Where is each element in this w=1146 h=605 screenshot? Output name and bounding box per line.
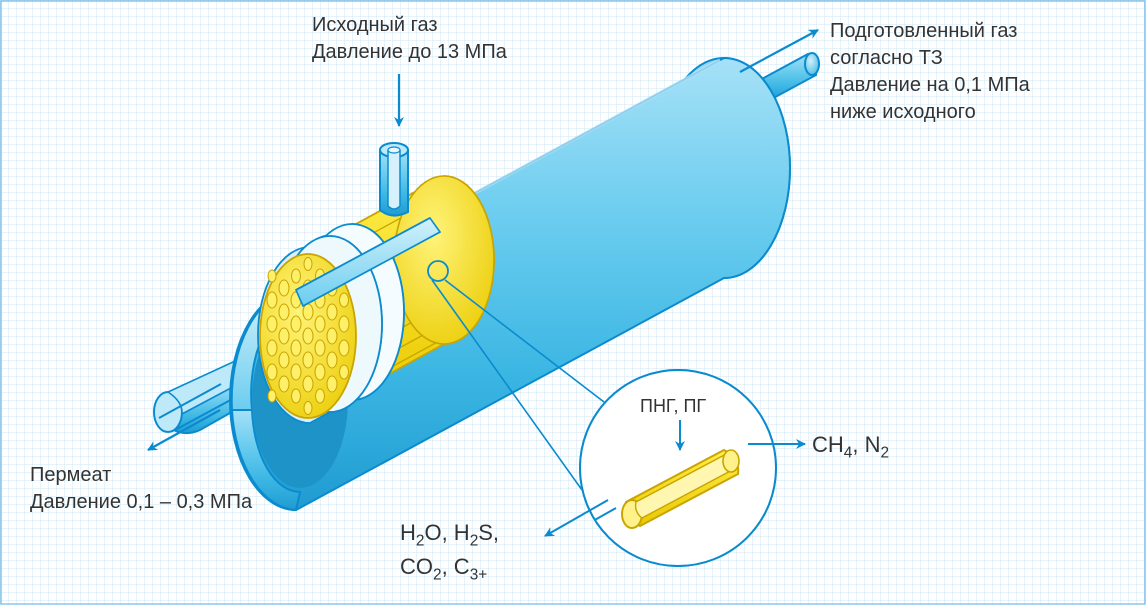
label-detail-right: CH4, N2 <box>812 430 889 464</box>
label-permeate-l1: Пермеат <box>30 464 111 486</box>
label-feed: Исходный газ Давление до 13 МПа <box>312 12 507 66</box>
label-detail-in-text: ПНГ, ПГ <box>640 396 706 416</box>
label-permeate-l2: Давление 0,1 – 0,3 МПа <box>30 491 252 513</box>
label-detail-in: ПНГ, ПГ <box>640 394 706 418</box>
label-product: Подготовленный газ согласно ТЗ Давление … <box>830 18 1030 126</box>
label-product-l1: Подготовленный газ <box>830 20 1017 42</box>
label-product-l3: Давление на 0,1 МПа <box>830 74 1030 96</box>
label-product-l4: ниже исходного <box>830 101 976 123</box>
label-detail-left-text: H2O, H2S,CO2, C3+ <box>400 520 499 579</box>
label-feed-l2: Давление до 13 МПа <box>312 41 507 63</box>
label-detail-left: H2O, H2S,CO2, C3+ <box>400 518 499 586</box>
label-detail-right-text: CH4, N2 <box>812 432 889 457</box>
label-feed-l1: Исходный газ <box>312 14 438 36</box>
diagram-stage: Исходный газ Давление до 13 МПа Подготов… <box>0 0 1146 605</box>
label-permeate: Пермеат Давление 0,1 – 0,3 МПа <box>30 462 252 516</box>
feed-inlet <box>380 143 408 216</box>
label-product-l2: согласно ТЗ <box>830 47 943 69</box>
